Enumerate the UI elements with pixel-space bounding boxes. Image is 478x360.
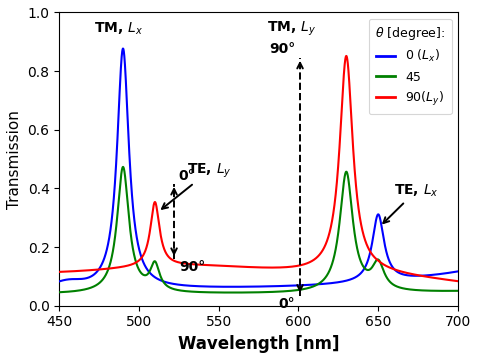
Text: TM, $L_y$: TM, $L_y$ bbox=[267, 19, 315, 38]
Legend: 0 ($L_x$), 45, 90($L_y$): 0 ($L_x$), 45, 90($L_y$) bbox=[369, 19, 452, 114]
Text: TM, $L_x$: TM, $L_x$ bbox=[94, 21, 143, 37]
Text: TE, $L_x$: TE, $L_x$ bbox=[383, 182, 439, 223]
Text: 90°: 90° bbox=[179, 260, 205, 274]
Text: 90°: 90° bbox=[269, 42, 295, 57]
Text: TE, $L_y$: TE, $L_y$ bbox=[162, 162, 231, 209]
Text: 0°: 0° bbox=[279, 297, 295, 311]
Y-axis label: Transmission: Transmission bbox=[7, 110, 22, 208]
X-axis label: Wavelength [nm]: Wavelength [nm] bbox=[178, 335, 339, 353]
Text: 0°: 0° bbox=[179, 168, 196, 183]
